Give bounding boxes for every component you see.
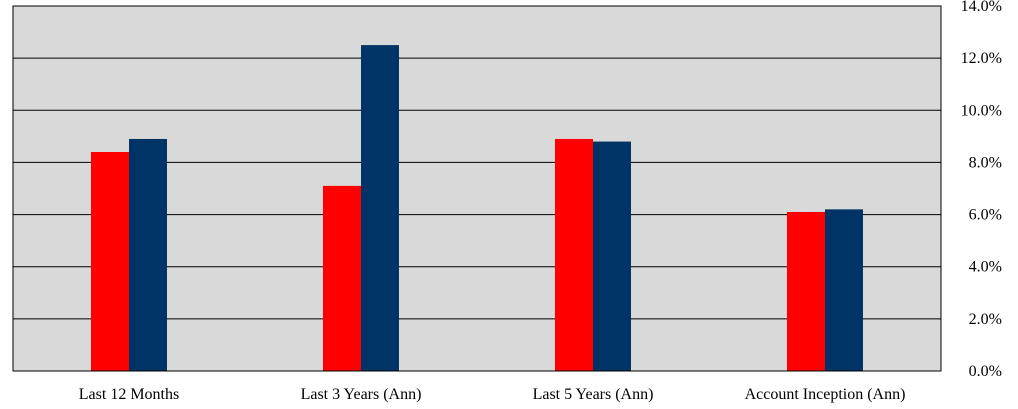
x-category-label: Last 5 Years (Ann)	[533, 386, 654, 403]
bars	[91, 45, 863, 371]
y-tick-label: 0.0%	[969, 363, 1002, 380]
y-tick-label: 2.0%	[969, 311, 1002, 328]
bar-series-1-3	[787, 211, 825, 371]
bar-series-2-2	[593, 141, 631, 371]
y-tick-label: 14.0%	[961, 0, 1002, 15]
gridlines	[13, 57, 941, 320]
bar-series-2-0	[129, 138, 167, 371]
y-tick-label: 8.0%	[969, 154, 1002, 171]
y-tick-label: 10.0%	[961, 102, 1002, 119]
bar-series-2-3	[825, 209, 863, 371]
bar-series-2-1	[361, 45, 399, 371]
x-axis-category-labels: Last 12 Months Last 3 Years (Ann) Last 5 Y…	[79, 386, 906, 403]
plot-border	[12, 5, 942, 372]
bar-series-1-1	[323, 185, 361, 371]
x-category-label: Last 3 Years (Ann)	[301, 386, 422, 403]
bar-series-1-0	[91, 152, 129, 371]
bar-series-1-2	[555, 138, 593, 371]
y-tick-label: 6.0%	[969, 207, 1002, 224]
plot-area	[13, 6, 941, 371]
y-axis-tick-labels: 0.0% 2.0% 4.0% 6.0% 8.0% 10.0% 12.0% 14.0%	[961, 0, 1002, 380]
x-category-label: Account Inception (Ann)	[745, 386, 906, 403]
y-tick-label: 4.0%	[969, 259, 1002, 276]
y-tick-label: 12.0%	[961, 50, 1002, 67]
x-category-label: Last 12 Months	[79, 386, 179, 403]
